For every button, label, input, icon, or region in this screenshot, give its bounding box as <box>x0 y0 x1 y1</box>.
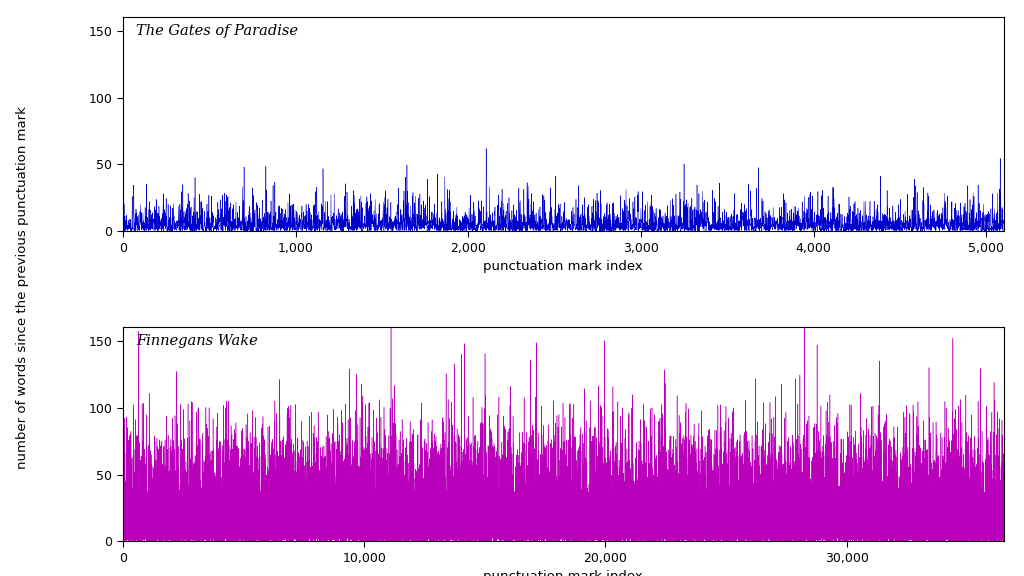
Text: number of words since the previous punctuation mark: number of words since the previous punct… <box>16 107 29 469</box>
X-axis label: punctuation mark index: punctuation mark index <box>483 260 643 273</box>
Text: The Gates of Paradise: The Gates of Paradise <box>136 24 298 37</box>
X-axis label: punctuation mark index: punctuation mark index <box>483 570 643 576</box>
Text: Finnegans Wake: Finnegans Wake <box>136 334 258 348</box>
